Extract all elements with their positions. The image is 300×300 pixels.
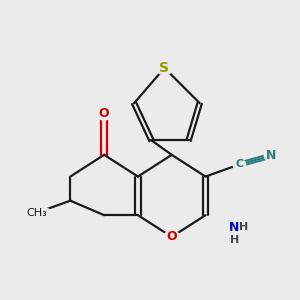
- Text: H: H: [230, 235, 239, 245]
- Text: S: S: [160, 61, 170, 75]
- Ellipse shape: [264, 151, 277, 161]
- Ellipse shape: [233, 159, 246, 170]
- Text: O: O: [99, 107, 110, 120]
- Text: H: H: [238, 222, 248, 232]
- Text: N: N: [229, 221, 240, 234]
- Ellipse shape: [96, 107, 112, 120]
- Text: CH₃: CH₃: [26, 208, 47, 218]
- Ellipse shape: [221, 219, 248, 240]
- Ellipse shape: [22, 206, 51, 219]
- Text: N: N: [266, 149, 276, 162]
- Text: O: O: [167, 230, 177, 243]
- Text: C: C: [235, 160, 243, 170]
- Ellipse shape: [156, 61, 173, 75]
- Ellipse shape: [164, 231, 179, 243]
